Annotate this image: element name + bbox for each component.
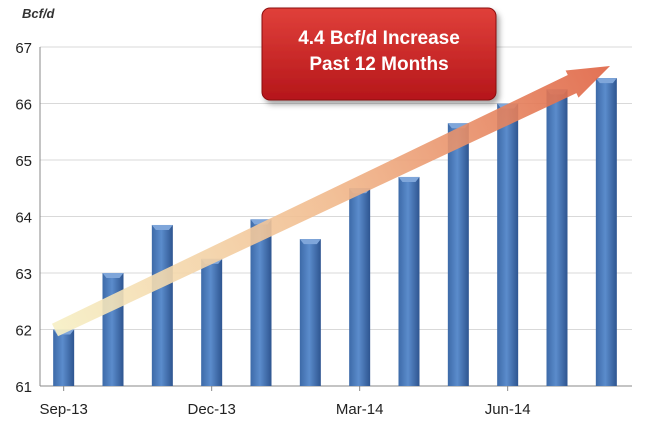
bar-jun-14 (497, 103, 519, 386)
x-tick-label: Jun-14 (485, 401, 531, 418)
callout-background (261, 7, 497, 101)
callout-box: 4.4 Bcf/d Increase Past 12 Months (261, 7, 497, 101)
bar (250, 219, 272, 386)
x-tick-label: Dec-13 (187, 401, 235, 418)
bar-jul-14 (546, 89, 568, 386)
bar (546, 89, 568, 386)
callout-line-2: Past 12 Months (309, 54, 448, 75)
x-tick-label: Sep-13 (39, 401, 87, 418)
bar-oct-13 (102, 273, 124, 386)
bar-aug-14 (595, 78, 617, 386)
bar (447, 123, 469, 387)
x-tick-label: Mar-14 (336, 401, 384, 418)
bars (53, 78, 617, 387)
bar-may-14 (447, 123, 469, 387)
bar (299, 239, 321, 386)
bar-cap (398, 176, 420, 182)
y-tick-label: 62 (15, 323, 32, 340)
y-tick-label: 67 (15, 40, 32, 57)
bar-cap (595, 78, 617, 84)
trend-arrow (52, 66, 610, 337)
bar-sep-13 (53, 329, 75, 386)
bar-cap (299, 239, 321, 245)
y-axis-label: Bcf/d (22, 6, 56, 21)
bar (497, 103, 519, 386)
bar-cap (151, 224, 173, 230)
y-tick-label: 61 (15, 379, 32, 396)
callout-line-1: 4.4 Bcf/d Increase (298, 28, 460, 49)
bar (595, 78, 617, 386)
y-tick-label: 65 (15, 153, 32, 170)
bar (398, 176, 420, 386)
bar-nov-13 (151, 224, 173, 386)
bar-dec-13 (201, 258, 223, 386)
trend-arrow-shape (52, 66, 610, 337)
bar-mar-14 (349, 188, 371, 386)
axes: 61 62 63 64 65 66 67 Sep-13 Dec-13 Mar-14 Jun-14 (15, 40, 632, 418)
y-tick-label: 66 (15, 97, 32, 114)
bar (53, 329, 75, 386)
bar (151, 224, 173, 386)
bar-cap (102, 273, 124, 278)
bar-apr-14 (398, 176, 420, 386)
bar-feb-14 (299, 239, 321, 386)
y-tick-label: 63 (15, 266, 32, 283)
bar (349, 188, 371, 386)
bar (201, 258, 223, 386)
bar (102, 273, 124, 386)
y-tick-label: 64 (15, 210, 32, 227)
